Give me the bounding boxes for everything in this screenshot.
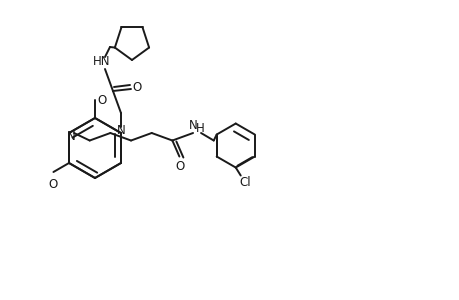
- Text: N: N: [116, 124, 125, 136]
- Text: N: N: [67, 130, 75, 142]
- Text: H: H: [195, 122, 204, 134]
- Text: O: O: [175, 160, 185, 173]
- Text: HN: HN: [93, 55, 111, 68]
- Text: Cl: Cl: [238, 176, 250, 189]
- Text: O: O: [97, 94, 106, 106]
- Text: O: O: [132, 80, 141, 94]
- Text: O: O: [49, 178, 58, 190]
- Text: N: N: [188, 118, 197, 131]
